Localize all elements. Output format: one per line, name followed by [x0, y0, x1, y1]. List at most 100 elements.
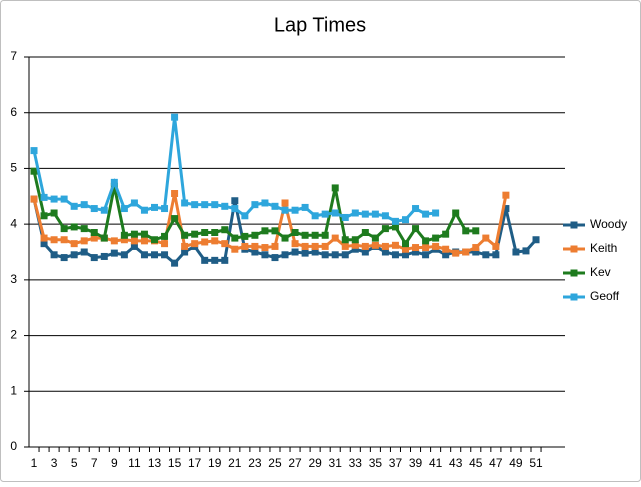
point: [50, 251, 58, 259]
point: [281, 234, 289, 242]
x-tick-label: 45: [469, 456, 483, 470]
point: [201, 256, 209, 264]
point: [211, 237, 219, 245]
point: [120, 205, 128, 213]
point: [412, 248, 420, 256]
point: [50, 209, 58, 217]
point: [80, 248, 88, 256]
point: [161, 251, 169, 259]
point: [161, 205, 169, 213]
point: [271, 202, 279, 210]
x-tick-label: 37: [389, 456, 403, 470]
x-tick-label: 41: [429, 456, 443, 470]
y-tick-label: 4: [10, 216, 17, 230]
point: [472, 227, 480, 235]
x-tick-label: 11: [128, 456, 141, 470]
point: [492, 242, 500, 250]
point: [381, 225, 389, 233]
point: [151, 236, 158, 244]
point: [231, 197, 239, 205]
point: [402, 240, 409, 248]
point: [90, 229, 98, 236]
point: [311, 212, 319, 220]
point: [60, 254, 68, 262]
point: [120, 236, 128, 244]
x-tick-label: 47: [489, 456, 503, 470]
point: [70, 223, 78, 231]
point: [231, 245, 239, 253]
point: [80, 225, 88, 233]
point: [50, 236, 58, 244]
x-tick-label: 23: [248, 456, 262, 470]
point: [30, 147, 38, 155]
point: [261, 199, 269, 207]
x-tick-label: 49: [509, 456, 523, 470]
point: [381, 242, 389, 250]
point: [211, 201, 219, 209]
point: [110, 178, 118, 186]
point: [381, 248, 389, 256]
point: [40, 240, 48, 248]
point: [422, 210, 430, 218]
point: [151, 203, 158, 211]
point: [130, 199, 138, 207]
point: [482, 234, 490, 242]
point: [412, 244, 420, 252]
point: [512, 248, 520, 256]
point: [171, 215, 179, 223]
point: [60, 236, 68, 244]
point: [462, 227, 470, 235]
x-tick-label: 13: [148, 456, 162, 470]
point: [452, 249, 460, 257]
point: [161, 240, 169, 248]
point: [140, 206, 148, 214]
point: [391, 223, 399, 231]
point: [492, 251, 500, 259]
x-tick-label: 35: [369, 456, 383, 470]
point: [151, 251, 158, 259]
point: [402, 251, 409, 259]
point: [361, 248, 369, 256]
point: [80, 201, 88, 209]
point: [90, 234, 98, 242]
point: [241, 242, 249, 250]
point: [40, 234, 48, 242]
point: [351, 245, 359, 253]
point: [381, 212, 389, 220]
point: [140, 251, 148, 259]
point: [171, 190, 179, 197]
point: [70, 251, 78, 259]
point: [351, 241, 359, 249]
point: [432, 209, 440, 217]
point: [140, 237, 148, 245]
point: [120, 231, 128, 239]
point: [301, 203, 309, 211]
point: [412, 205, 420, 213]
y-tick-label: 2: [10, 328, 17, 342]
point: [522, 247, 530, 255]
point: [331, 234, 339, 242]
x-tick-label: 29: [308, 456, 322, 470]
point: [191, 230, 199, 238]
x-tick-label: 15: [168, 456, 182, 470]
point: [391, 217, 399, 225]
legend-marker: [570, 293, 578, 301]
point: [251, 201, 259, 209]
point: [291, 240, 299, 248]
point: [231, 205, 239, 213]
point: [120, 251, 128, 259]
point: [211, 229, 219, 236]
point: [371, 210, 379, 218]
point: [261, 244, 269, 252]
point: [482, 251, 490, 259]
x-tick-label: 33: [349, 456, 363, 470]
point: [221, 256, 229, 264]
point: [221, 240, 229, 248]
legend-label: Keith: [590, 241, 617, 255]
point: [161, 232, 169, 240]
point: [532, 236, 540, 244]
point: [432, 242, 440, 250]
x-tick-label: 39: [409, 456, 423, 470]
point: [271, 242, 279, 250]
